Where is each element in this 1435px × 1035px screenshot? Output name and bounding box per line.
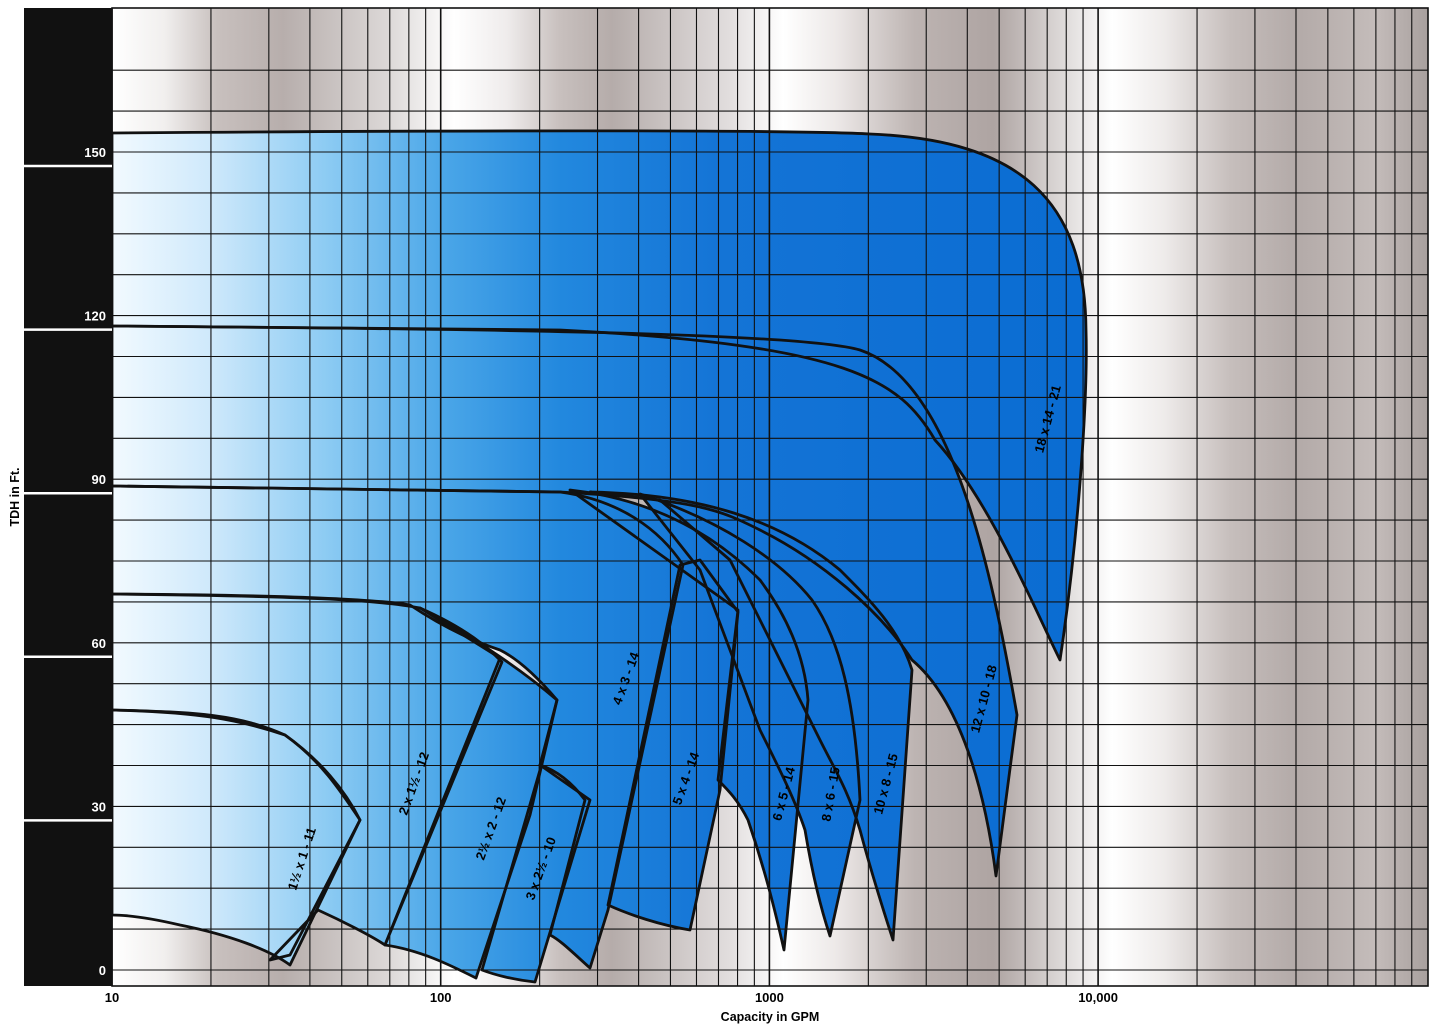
x-tick-label: 1000 — [755, 990, 784, 1005]
coverage-outline-5 — [568, 488, 810, 952]
y-axis-band — [24, 8, 112, 986]
y-tick-label: 60 — [92, 636, 106, 651]
x-tick-label: 10 — [105, 990, 119, 1005]
coverage-area-9 — [385, 608, 557, 978]
coverage-outline-3 — [588, 490, 914, 942]
y-tick-label: 120 — [84, 309, 106, 324]
coverage-area-1 — [112, 130, 1087, 660]
coverage-area-11 — [112, 710, 360, 965]
coverage-area-10 — [112, 594, 502, 960]
coverage-area-4 — [640, 494, 860, 936]
coverage-outline-2 — [110, 324, 1019, 878]
y-tick-label: 0 — [99, 963, 106, 978]
y-tick-label: 90 — [92, 472, 106, 487]
x-tick-label: 10,000 — [1078, 990, 1118, 1005]
coverage-outline-1 — [110, 129, 1088, 662]
coverage-area-5 — [570, 490, 808, 950]
coverage-area-3 — [590, 492, 912, 940]
coverage-outline-8 — [480, 763, 592, 984]
x-tick-label: 100 — [430, 990, 452, 1005]
coverage-area-7 — [112, 486, 683, 968]
coverage-outline-11 — [110, 708, 362, 967]
x-axis-title: Capacity in GPM — [721, 1010, 820, 1024]
y-tick-label: 30 — [92, 799, 106, 814]
coverage-area-6 — [608, 560, 738, 930]
coverage-outline-10 — [110, 592, 504, 962]
coverage-area-8 — [482, 765, 590, 982]
coverage-outline-4 — [638, 492, 862, 938]
y-axis-title: TDH in Ft. — [8, 467, 22, 526]
coverage-area-2 — [112, 326, 1017, 876]
coverage-outline-9 — [383, 606, 559, 980]
y-tick-label: 150 — [84, 145, 106, 160]
